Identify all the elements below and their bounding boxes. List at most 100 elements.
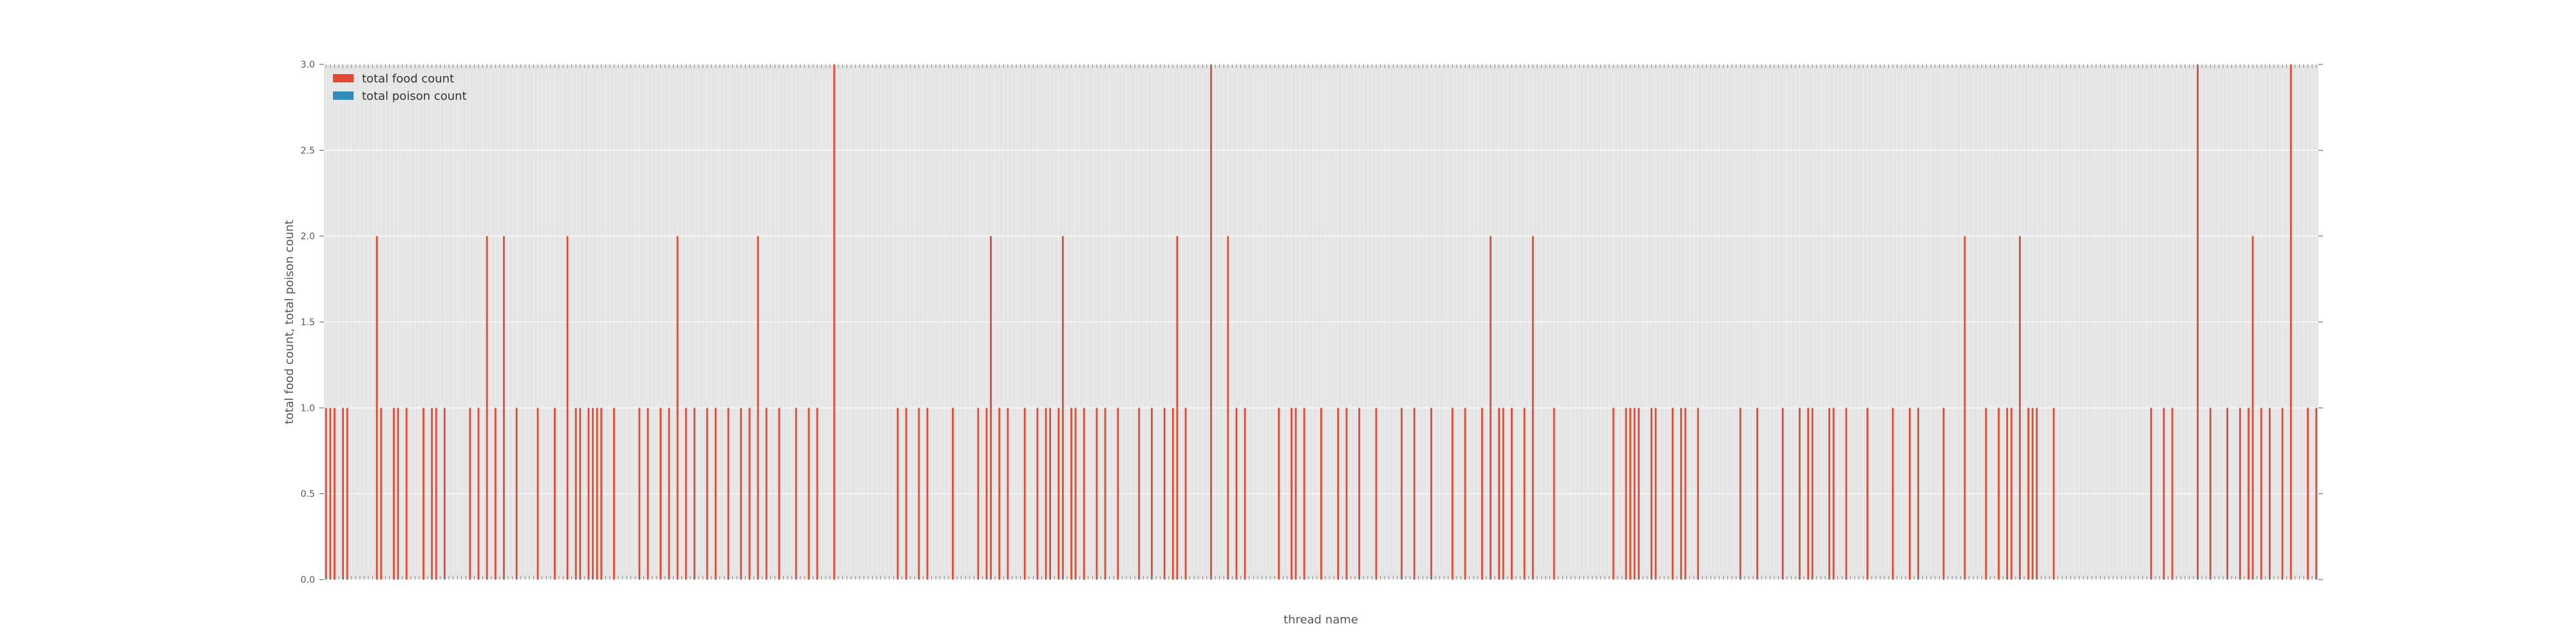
bar-food bbox=[422, 408, 424, 580]
bar-food bbox=[1739, 408, 1741, 580]
bar-food bbox=[444, 408, 446, 580]
bar-food bbox=[1671, 408, 1674, 580]
bar-food bbox=[778, 408, 781, 580]
bar-food bbox=[1138, 408, 1141, 580]
bar-food bbox=[1083, 408, 1085, 580]
bar-food bbox=[2163, 408, 2165, 580]
bar-food bbox=[2226, 408, 2229, 580]
bar-food bbox=[329, 408, 332, 580]
bar-food bbox=[757, 236, 759, 580]
bar-food bbox=[435, 408, 437, 580]
bar-food bbox=[1964, 236, 1966, 580]
bar-food bbox=[334, 408, 336, 580]
bar-food bbox=[1781, 408, 1784, 580]
bar-food bbox=[1891, 408, 1894, 580]
bar-food bbox=[1345, 408, 1348, 580]
bar-food bbox=[2010, 408, 2012, 580]
bar-food bbox=[926, 408, 929, 580]
legend-label-poison: total poison count bbox=[362, 90, 467, 103]
y-axis-ticks: 0.0 0.5 1.0 1.5 2.0 2.5 3.0 bbox=[301, 60, 2323, 585]
bar-food bbox=[393, 408, 395, 580]
bar-food bbox=[2019, 236, 2021, 580]
bar-food bbox=[2171, 408, 2174, 580]
bar-food bbox=[706, 408, 708, 580]
bar-food bbox=[693, 408, 696, 580]
bar-food bbox=[2031, 408, 2034, 580]
bar-food bbox=[1680, 408, 1682, 580]
bar-food bbox=[346, 408, 348, 580]
bar-food bbox=[2260, 408, 2262, 580]
y-axis-label: total food count, total poison count bbox=[283, 220, 296, 424]
bar-food bbox=[515, 408, 518, 580]
bar-food bbox=[503, 236, 505, 580]
bar-food bbox=[1062, 236, 1064, 580]
bar-food bbox=[1697, 408, 1700, 580]
bar-food bbox=[1320, 408, 1322, 580]
bar-food bbox=[1638, 408, 1640, 580]
bar-food bbox=[431, 408, 433, 580]
bar-food bbox=[2281, 408, 2284, 580]
bar-food bbox=[2036, 408, 2038, 580]
bar-food bbox=[1464, 408, 1466, 580]
bar-food bbox=[1036, 408, 1039, 580]
bar-food bbox=[1227, 236, 1229, 580]
bar-food bbox=[600, 408, 603, 580]
bar-food bbox=[2209, 408, 2211, 580]
legend: total food count total poison count bbox=[333, 72, 467, 103]
y-tick-label: 1.0 bbox=[301, 403, 315, 413]
y-tick-label: 0.5 bbox=[301, 489, 315, 500]
bar-food bbox=[405, 408, 408, 580]
bar-food bbox=[1845, 408, 1848, 580]
bar-food bbox=[1430, 408, 1432, 580]
bar-food bbox=[1235, 408, 1238, 580]
bar-food bbox=[2197, 64, 2199, 580]
bar-food bbox=[1023, 408, 1026, 580]
bar-food bbox=[1210, 64, 1212, 580]
bar-food bbox=[2006, 408, 2009, 580]
bar-food bbox=[1244, 408, 1246, 580]
bar-food bbox=[1303, 408, 1305, 580]
bar-food bbox=[668, 408, 670, 580]
bar-food bbox=[1184, 408, 1187, 580]
bar-food bbox=[2239, 408, 2241, 580]
bar-food bbox=[1511, 408, 1513, 580]
x-axis-label: thread name bbox=[1283, 613, 1358, 627]
bar-food bbox=[536, 408, 539, 580]
bar-food bbox=[1095, 408, 1098, 580]
bar-food bbox=[1049, 408, 1052, 580]
bar-food bbox=[740, 408, 743, 580]
bar-food bbox=[2248, 408, 2249, 580]
x-axis-ticks bbox=[325, 64, 2317, 580]
bar-food bbox=[1045, 408, 1047, 580]
bar-food bbox=[469, 408, 471, 580]
bar-food bbox=[1070, 408, 1072, 580]
bar-food bbox=[2289, 64, 2292, 580]
legend-label-food: total food count bbox=[362, 72, 454, 86]
bar-food bbox=[1917, 408, 1920, 580]
bar-food bbox=[1909, 408, 1911, 580]
bar-food bbox=[342, 408, 344, 580]
bar-food bbox=[1074, 408, 1077, 580]
bar-food bbox=[1413, 408, 1416, 580]
bar-food bbox=[1629, 408, 1631, 580]
bar-food bbox=[990, 236, 992, 580]
bar-food bbox=[1799, 408, 1801, 580]
bar-food bbox=[486, 236, 488, 580]
bar-food bbox=[998, 408, 1001, 580]
bar-food bbox=[816, 408, 819, 580]
bar-food bbox=[1553, 408, 1555, 580]
bar-food bbox=[1684, 408, 1687, 580]
bar-food bbox=[1650, 408, 1653, 580]
y-tick-label: 0.0 bbox=[301, 575, 315, 585]
bar-food bbox=[833, 64, 835, 580]
bar-food bbox=[1401, 408, 1403, 580]
bar-food bbox=[1531, 236, 1534, 580]
bar-food bbox=[566, 236, 569, 580]
bar-food bbox=[1176, 236, 1179, 580]
y-tick-label: 1.5 bbox=[301, 317, 315, 328]
bar-food bbox=[952, 408, 954, 580]
bar-food bbox=[325, 408, 327, 580]
bar-food bbox=[676, 236, 679, 580]
bar-food bbox=[1294, 408, 1297, 580]
bar-food bbox=[397, 408, 399, 580]
